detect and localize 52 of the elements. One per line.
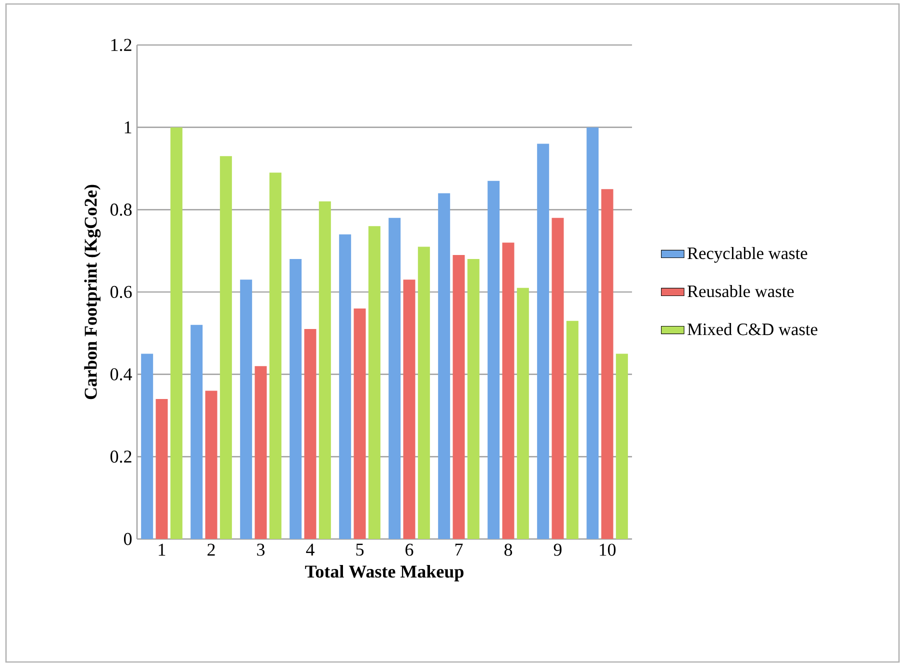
x-tick-label: 3 <box>257 544 265 556</box>
bar <box>156 399 168 539</box>
bar <box>601 189 614 539</box>
bar <box>190 324 203 539</box>
bar <box>170 127 182 539</box>
bar <box>403 280 416 539</box>
x-tick-label: 8 <box>504 544 512 556</box>
bar <box>586 127 599 539</box>
bar <box>304 329 316 539</box>
bar <box>388 218 401 539</box>
bar <box>269 172 282 539</box>
x-tick-label: 1 <box>158 544 166 556</box>
bar <box>354 308 366 539</box>
bar <box>467 259 480 539</box>
bar <box>205 390 218 539</box>
x-tick-label: 6 <box>406 544 414 556</box>
y-tick-label: 0.4 <box>110 368 132 380</box>
x-tick-label: 10 <box>600 544 616 556</box>
bar <box>537 144 550 539</box>
bar <box>254 366 267 539</box>
x-tick-label: 5 <box>356 544 364 556</box>
y-axis-title: Carbon Footprint (KgCo2e) <box>84 184 101 400</box>
bar <box>418 246 430 539</box>
x-tick-label: 7 <box>455 544 463 556</box>
bar <box>141 354 154 539</box>
bar <box>566 320 578 539</box>
y-tick-label: 0.6 <box>110 286 132 298</box>
y-tick-label: 1 <box>124 121 132 134</box>
legend-label: Reusable waste <box>687 284 794 298</box>
bar <box>516 288 529 539</box>
legend-label: Mixed C&D waste <box>687 323 818 336</box>
y-tick-label: 0.8 <box>110 204 132 216</box>
bar <box>368 226 380 539</box>
bar <box>339 234 352 539</box>
bar <box>502 242 514 539</box>
x-tick-label: 9 <box>554 544 562 556</box>
legend-label: Recyclable waste <box>687 246 808 263</box>
bar <box>552 218 564 539</box>
x-axis-title: Total Waste Makeup <box>305 565 464 582</box>
bar <box>290 259 302 539</box>
x-tick-label: 4 <box>306 544 314 556</box>
x-tick-label: 2 <box>208 544 215 556</box>
bar <box>438 193 450 539</box>
bar <box>452 254 465 539</box>
y-tick-label: 1.2 <box>111 38 132 52</box>
y-tick-label: 0.2 <box>110 450 132 463</box>
bar <box>240 280 252 539</box>
bar <box>616 354 628 539</box>
bar <box>220 156 232 539</box>
y-tick-label: 0 <box>124 532 132 546</box>
bar <box>318 201 331 539</box>
bar <box>488 180 500 539</box>
